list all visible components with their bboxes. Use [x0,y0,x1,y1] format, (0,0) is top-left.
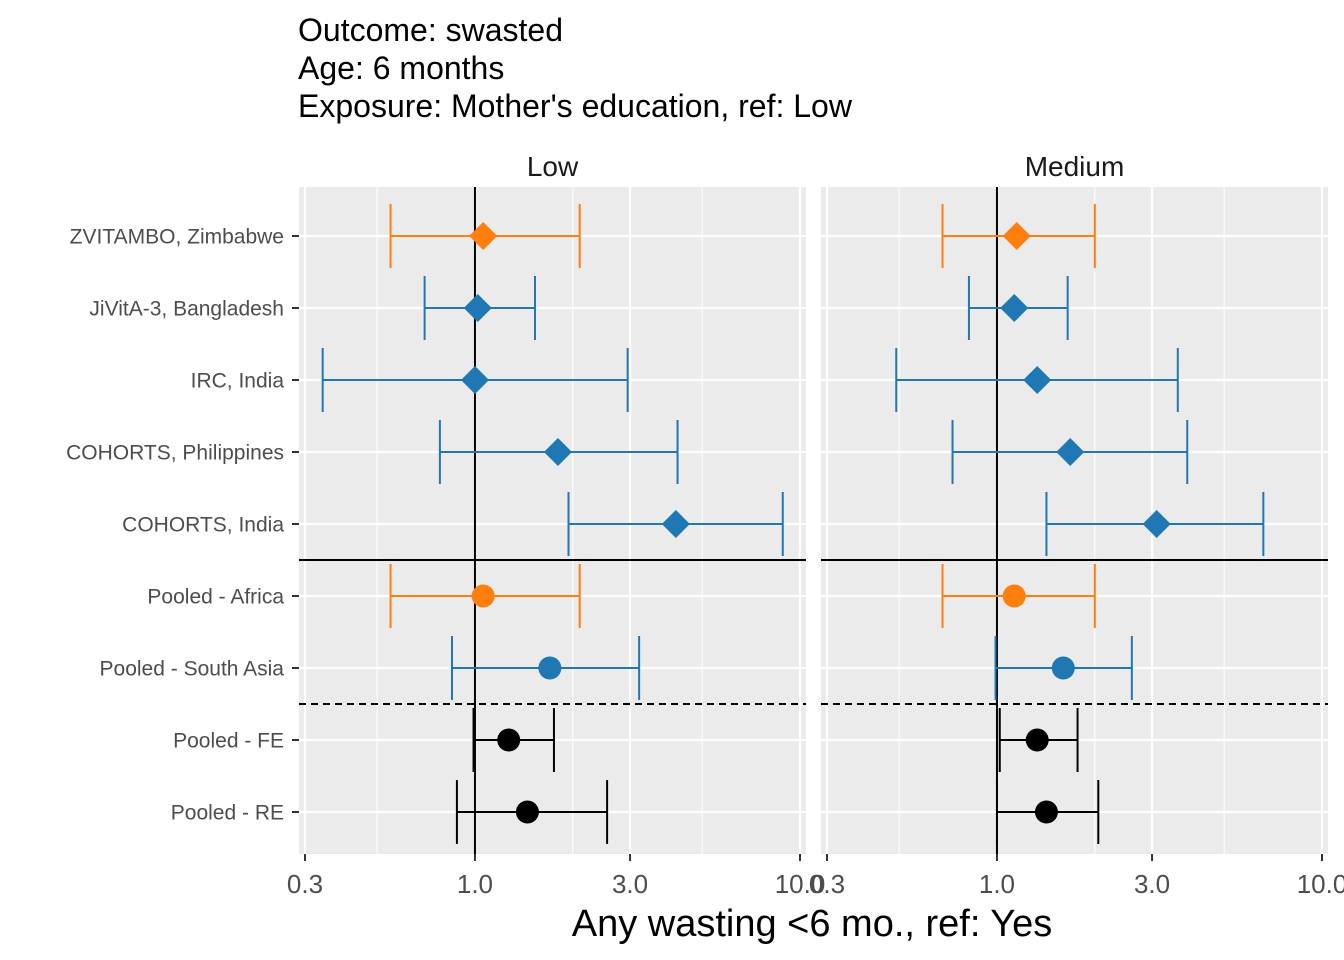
point-diamond [1142,510,1171,538]
estimate-6 [941,564,1096,628]
point-diamond [1023,366,1052,394]
plot-title: Outcome: swasted Age: 6 months Exposure:… [298,12,853,124]
x-axis-title: Any wasting <6 mo., ref: Yes [572,903,1053,945]
x-tick-label: 3.0 [612,869,648,899]
title-age: Age: 6 months [298,50,504,86]
estimate-2 [423,276,536,340]
point-diamond [463,294,492,322]
point-circle [538,656,562,680]
point-diamond [460,366,489,394]
panel-strip-label: Low [527,151,579,182]
estimate-5 [1045,492,1265,556]
point-circle [1051,656,1075,680]
estimate-1 [389,204,581,268]
estimate-8 [472,708,555,772]
point-circle [1002,584,1026,608]
point-diamond [661,510,690,538]
title-exposure: Exposure: Mother's education, ref: Low [298,88,853,124]
point-diamond [543,438,572,466]
estimate-4 [438,420,679,484]
plot-area: Low 0.3 1.0 3.0 10.0 Medium 0.3 1.0 3.0 10.0 ZVITA… [66,151,1344,899]
y-tick-label: Pooled - Africa [147,586,284,609]
y-tick-label: JiVitA-3, Bangladesh [89,298,284,321]
y-tick-label: IRC, India [191,370,285,393]
y-tick-label: COHORTS, Philippines [66,442,284,465]
x-tick-label: 10.0 [775,869,826,899]
point-circle [497,728,521,752]
x-tick-label: 1.0 [457,869,493,899]
point-circle [515,800,539,824]
point-circle [1034,800,1058,824]
x-tick-label: 0.3 [809,869,845,899]
point-diamond [1000,294,1029,322]
estimate-3 [321,348,629,412]
estimate-7 [994,636,1133,700]
panel-low: Low 0.3 1.0 3.0 10.0 [287,151,825,899]
point-diamond [469,222,498,250]
panel-background [299,187,806,854]
y-tick-label: Pooled - FE [173,730,284,753]
y-tick-label: Pooled - South Asia [100,658,285,681]
title-outcome: Outcome: swasted [298,12,563,48]
panel-background [821,187,1328,854]
y-tick-label: ZVITAMBO, Zimbabwe [70,226,284,249]
x-tick-label: 3.0 [1134,869,1170,899]
y-tick-label: COHORTS, India [122,514,284,537]
point-diamond [1002,222,1031,250]
estimate-9 [995,780,1100,844]
point-diamond [1056,438,1085,466]
estimate-3 [895,348,1179,412]
panel-medium: Medium 0.3 1.0 3.0 10.0 [809,151,1344,899]
estimate-2 [967,276,1069,340]
estimate-9 [455,780,609,844]
y-tick-label: Pooled - RE [171,802,284,825]
panel-strip-label: Medium [1025,151,1125,182]
estimate-4 [951,420,1189,484]
point-circle [471,584,495,608]
estimate-1 [941,204,1096,268]
x-tick-label: 1.0 [979,869,1015,899]
estimate-5 [567,492,784,556]
point-circle [1025,728,1049,752]
y-axis: ZVITAMBO, Zimbabwe JiVitA-3, Bangladesh IR… [66,226,299,825]
x-tick-label: 0.3 [287,869,323,899]
estimate-6 [389,564,581,628]
estimate-8 [998,708,1079,772]
x-tick-label: 10.0 [1297,869,1344,899]
estimate-7 [451,636,641,700]
